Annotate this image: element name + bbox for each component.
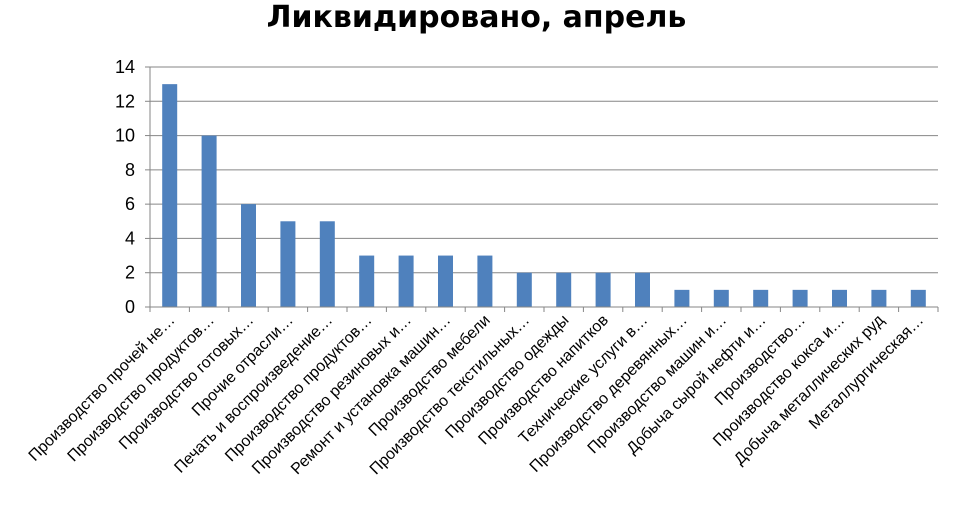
bar xyxy=(753,289,769,307)
y-tick-label: 2 xyxy=(125,263,135,283)
x-category-label: Производство прочей не… xyxy=(26,312,179,465)
y-tick-label: 8 xyxy=(125,160,135,180)
bars xyxy=(162,84,926,308)
bar xyxy=(595,272,611,307)
y-tick-label: 10 xyxy=(115,126,135,146)
y-tick-label: 6 xyxy=(125,194,135,214)
bar xyxy=(477,255,493,307)
bar xyxy=(359,255,375,307)
chart-title: Ликвидировано, апрель xyxy=(266,0,687,35)
bar xyxy=(556,272,572,307)
y-tick-label: 4 xyxy=(125,228,135,248)
axes xyxy=(145,66,939,312)
bar xyxy=(438,255,453,307)
bar xyxy=(516,272,532,307)
bar xyxy=(792,289,808,307)
y-tick-label: 14 xyxy=(115,57,135,77)
bar xyxy=(674,289,690,307)
bar xyxy=(635,272,650,307)
bar xyxy=(319,221,335,307)
bar xyxy=(871,289,887,307)
bar xyxy=(713,289,729,307)
bar xyxy=(162,84,178,308)
bar xyxy=(910,289,926,307)
y-tick-labels: 0 2 4 6 8 10 12 14 xyxy=(115,57,135,317)
gridlines xyxy=(150,66,938,274)
y-tick-label: 12 xyxy=(115,91,135,111)
bar xyxy=(280,221,296,307)
bar xyxy=(398,255,414,307)
y-tick-label: 0 xyxy=(125,297,135,317)
x-category-labels: Производство прочей не…Производство прод… xyxy=(26,311,928,478)
bar xyxy=(241,204,256,307)
bar xyxy=(201,135,217,307)
bar xyxy=(832,289,847,307)
